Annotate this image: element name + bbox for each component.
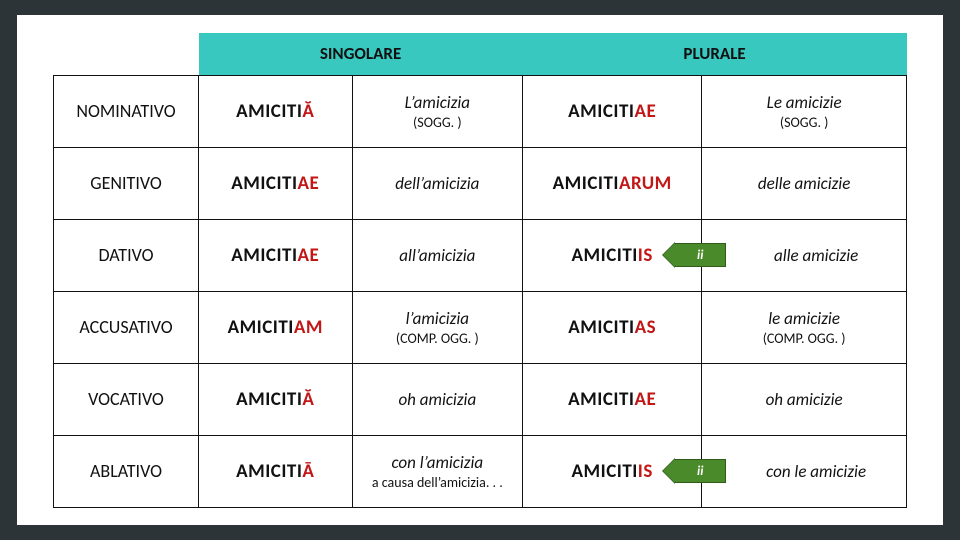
header-plural: PLURALE [523,33,907,75]
singular-translation: l’amicizia(COMP. OGG. ) [352,291,523,363]
plural-translation: delle amicizie [702,147,907,219]
case-label: GENITIVO [54,147,199,219]
table-row: ACCUSATIVOAMICITIAMl’amicizia(COMP. OGG.… [54,291,907,363]
plural-latin: AMICITIAE [523,75,702,147]
plural-translation: oh amicizie [702,363,907,435]
singular-translation: oh amicizia [352,363,523,435]
case-label: ACCUSATIVO [54,291,199,363]
singular-translation: all’amicizia [352,219,523,291]
table-row: DATIVOAMICITIAEall’amiciziaAMICITIISiial… [54,219,907,291]
plural-translation: iicon le amicizie [702,435,907,507]
singular-latin: AMICITIAM [199,291,353,363]
note-arrow-icon: ii [674,459,726,483]
plural-latin: AMICITIARUM [523,147,702,219]
note-arrow-icon: ii [674,243,726,267]
singular-latin: AMICITIĂ [199,75,353,147]
plural-translation: iialle amicizie [702,219,907,291]
case-label: DATIVO [54,219,199,291]
declension-table: SINGOLARE PLURALE NOMINATIVOAMICITIĂL’am… [53,33,907,508]
singular-translation: L’amicizia(SOGG. ) [352,75,523,147]
singular-translation: con l’amiciziaa causa dell’amicizia. . . [352,435,523,507]
case-label: VOCATIVO [54,363,199,435]
singular-latin: AMICITIĀ [199,435,353,507]
header-singular: SINGOLARE [199,33,523,75]
declension-sheet: SINGOLARE PLURALE NOMINATIVOAMICITIĂL’am… [17,15,943,525]
plural-latin: AMICITIAS [523,291,702,363]
plural-translation: Le amicizie(SOGG. ) [702,75,907,147]
singular-latin: AMICITIĂ [199,363,353,435]
table-row: VOCATIVOAMICITIĂoh amiciziaAMICITIAEoh a… [54,363,907,435]
plural-translation: le amicizie(COMP. OGG. ) [702,291,907,363]
table-body: NOMINATIVOAMICITIĂL’amicizia(SOGG. )AMIC… [54,75,907,507]
singular-latin: AMICITIAE [199,219,353,291]
plural-latin: AMICITIAE [523,363,702,435]
table-header-row: SINGOLARE PLURALE [54,33,907,75]
case-label: ABLATIVO [54,435,199,507]
singular-latin: AMICITIAE [199,147,353,219]
case-label: NOMINATIVO [54,75,199,147]
table-row: NOMINATIVOAMICITIĂL’amicizia(SOGG. )AMIC… [54,75,907,147]
table-row: ABLATIVOAMICITIĀcon l’amiciziaa causa de… [54,435,907,507]
table-row: GENITIVOAMICITIAEdell’amiciziaAMICITIARU… [54,147,907,219]
singular-translation: dell’amicizia [352,147,523,219]
header-blank [54,33,199,75]
